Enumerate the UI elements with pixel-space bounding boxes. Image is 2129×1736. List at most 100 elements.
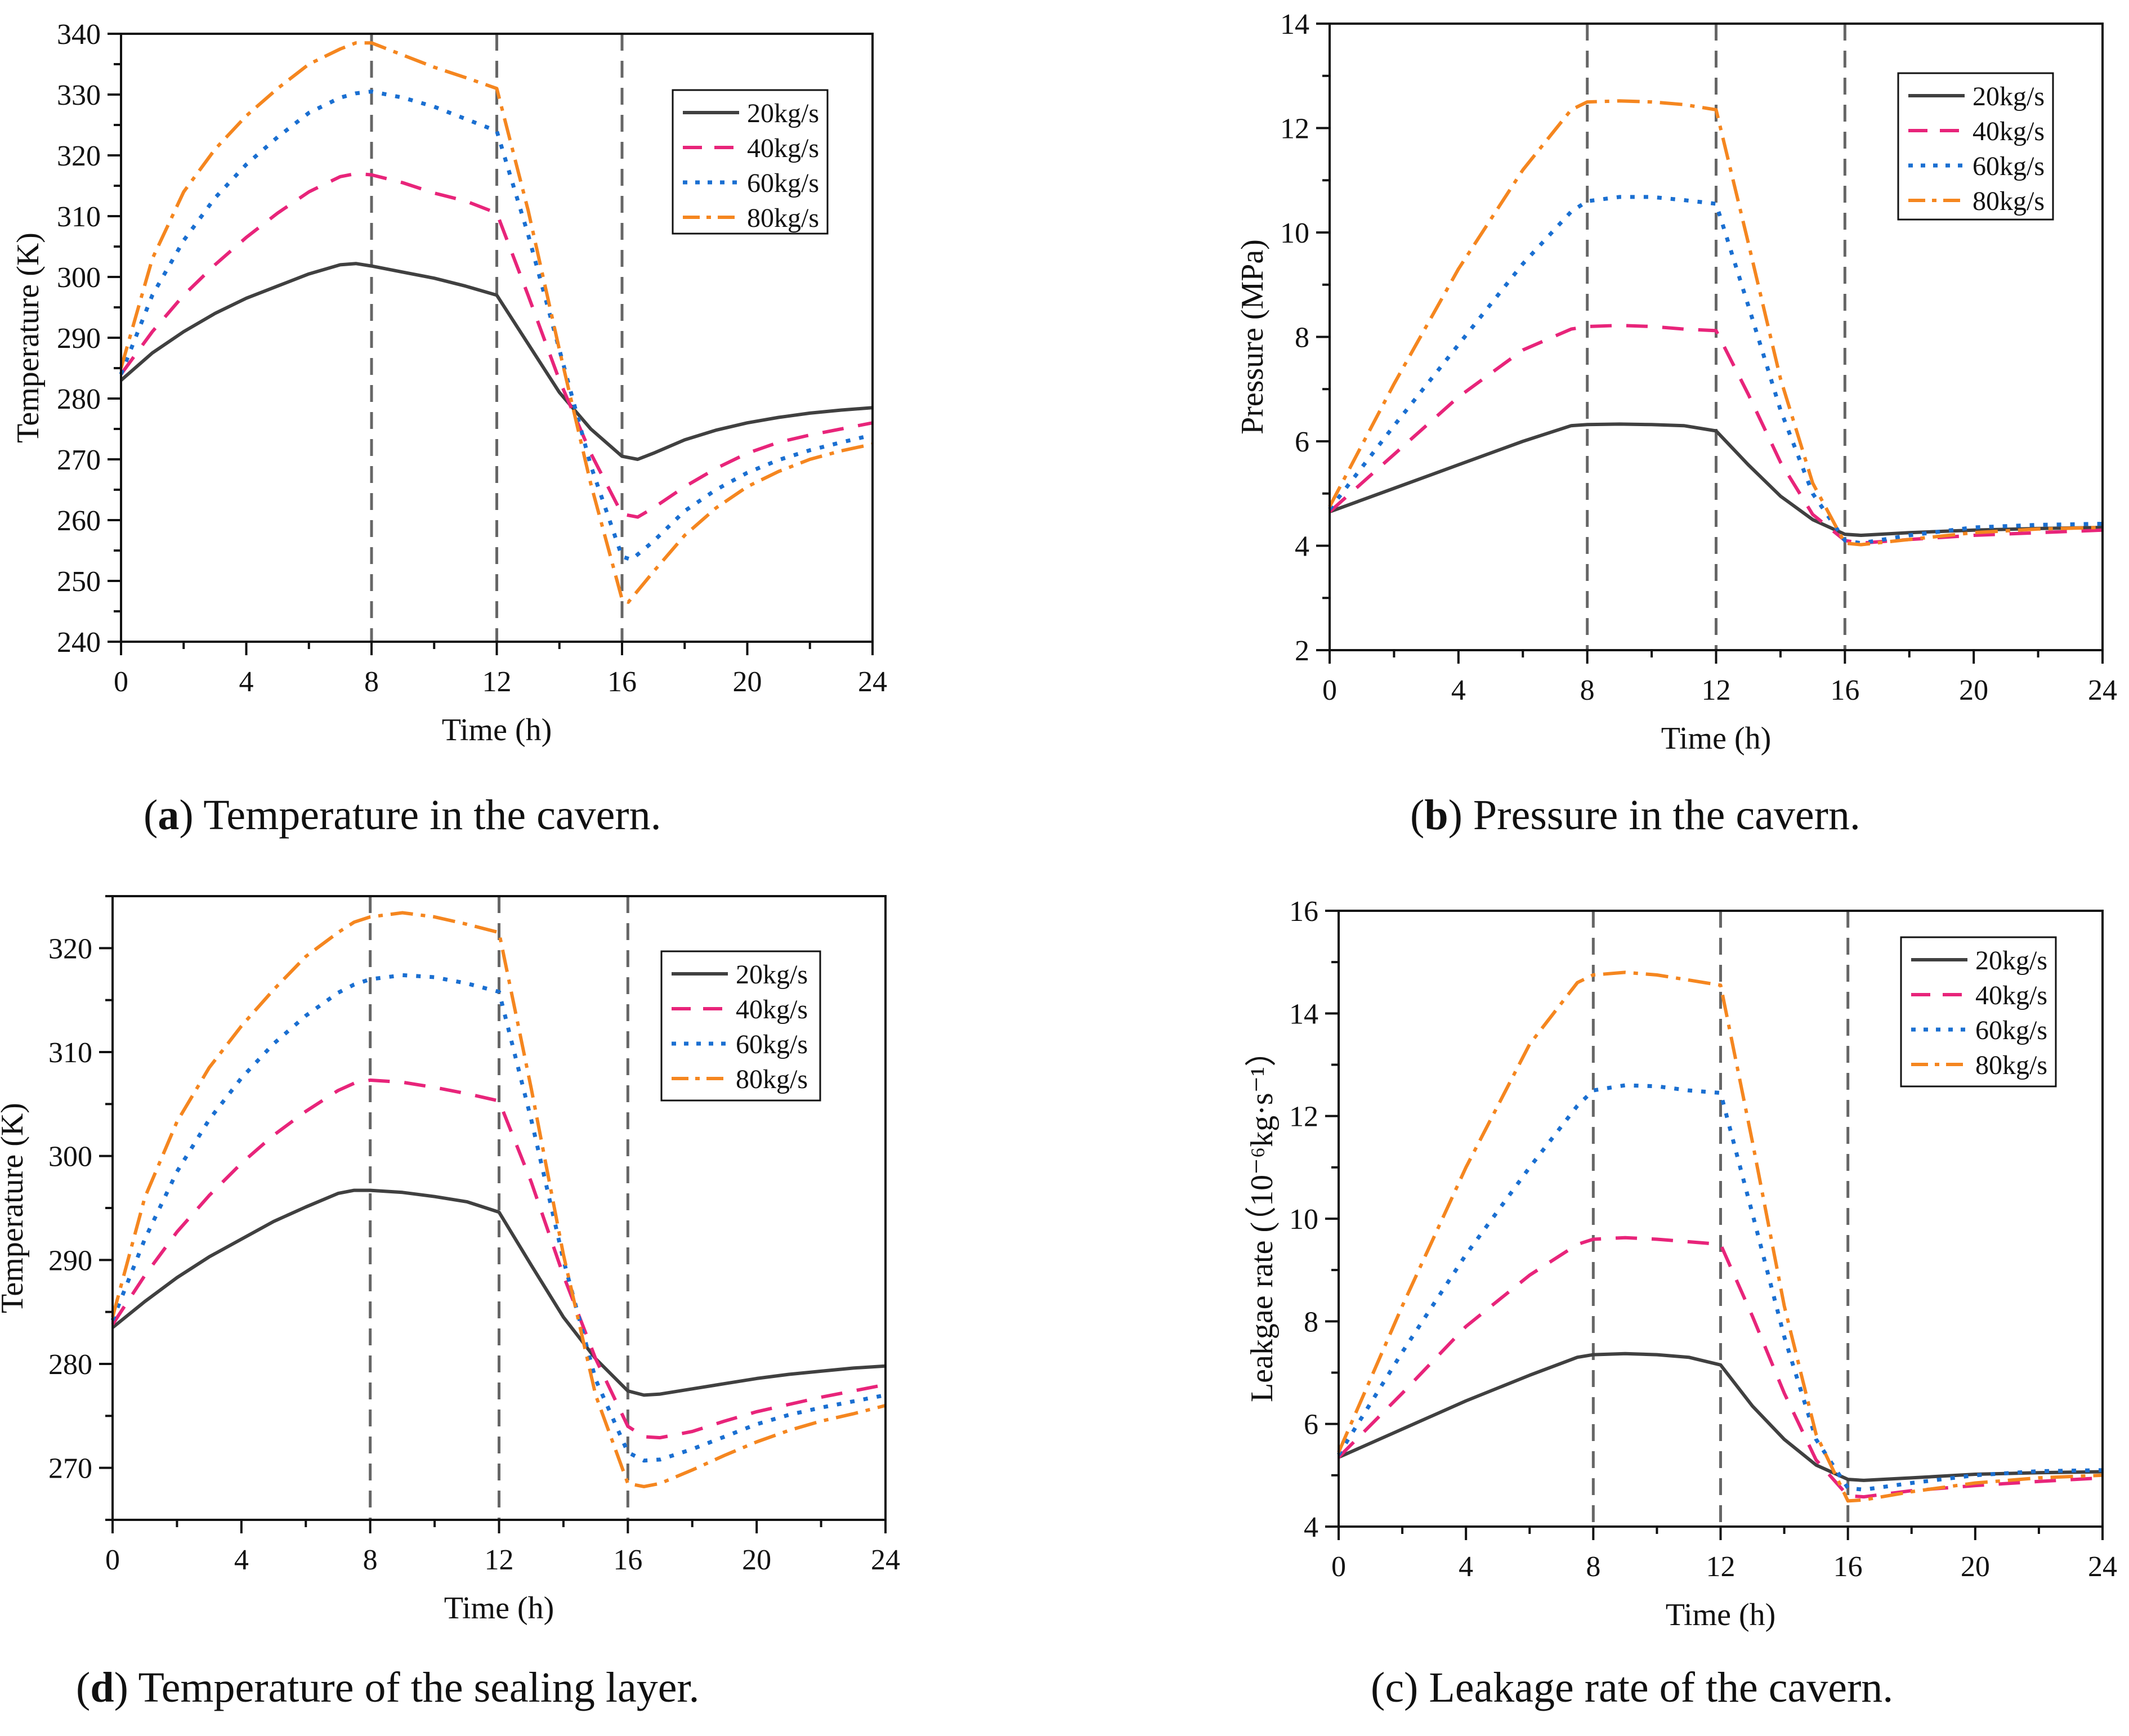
legend-box [1897,72,2054,221]
x-tick-label: 12 [1702,674,1731,706]
legend-label-60kg/s: 60kg/s [1975,1015,2047,1045]
x-tick-label: 12 [1706,1551,1736,1583]
panel-a: 0 4 8 12 16 20 24 240 250 260 270 280 290 300 310 320 33… [11,19,887,748]
y-axis-label: Pressure (MPa) [1235,239,1270,435]
caption-d-text: Temperature of the sealing layer. [138,1664,700,1711]
legend-label-40kg/s: 40kg/s [1973,117,2045,146]
y-tick-label: 4 [1304,1511,1318,1543]
x-tick-label: 4 [239,666,254,698]
x-tick-label: 12 [482,666,512,698]
x-tick-label: 0 [114,666,128,698]
legend-label-20kg/s: 20kg/s [736,960,808,990]
legend: 20kg/s 40kg/s 60kg/s 80kg/s [660,950,821,1102]
x-axis-label: Time (h) [442,713,552,748]
legend-label-40kg/s: 40kg/s [747,133,819,163]
series-line-60kg/s [110,973,886,1463]
legend-label-80kg/s: 80kg/s [747,203,819,233]
x-axis-label: Time (h) [1666,1598,1776,1632]
legend-label-20kg/s: 20kg/s [1975,946,2047,976]
series-line-20kg/s [1338,1352,2103,1482]
panel-d: 0 4 8 12 16 20 24 270 280 290 300 310 320 Time (h) Tem… [0,895,900,1626]
y-tick-label: 12 [1280,113,1309,145]
x-tick-label: 24 [871,1544,900,1576]
x-tick-label: 4 [1459,1551,1473,1583]
y-tick-label: 6 [1304,1409,1318,1441]
legend-label-40kg/s: 40kg/s [736,995,808,1024]
y-tick-label: 340 [57,19,101,51]
caption-a: (a) Temperature in the cavern. [144,791,661,839]
x-tick-label: 8 [1586,1551,1600,1583]
y-tick-label: 290 [48,1245,92,1277]
y-axis-label: Temperature (K) [0,1103,30,1313]
y-tick-label: 260 [57,505,101,537]
y-tick-label: 14 [1289,998,1318,1030]
legend-label-60kg/s: 60kg/s [736,1030,808,1059]
y-tick-label: 300 [57,262,101,294]
x-tick-label: 24 [858,666,887,698]
x-tick-label: 0 [1322,674,1337,706]
legend-label-40kg/s: 40kg/s [1975,981,2047,1010]
x-tick-label: 20 [1959,674,1988,706]
caption-a-letter: a [158,791,180,839]
legend-label-20kg/s: 20kg/s [747,99,819,128]
y-tick-label: 280 [57,383,101,415]
caption-b: (b) Pressure in the cavern. [1410,791,1860,839]
y-tick-label: 10 [1289,1203,1318,1236]
series-line-60kg/s [119,90,873,562]
caption-d-letter: d [90,1664,114,1711]
y-axis-label: Temperature (K) [11,232,46,443]
x-axis-label: Time (h) [444,1591,554,1626]
y-tick-label: 14 [1280,8,1309,41]
legend-label-60kg/s: 60kg/s [747,168,819,198]
series-line-80kg/s [119,41,873,604]
y-tick-label: 320 [48,933,92,965]
y-tick-label: 290 [57,323,101,355]
y-tick-label: 310 [57,201,101,233]
caption-c-letter: c [1385,1664,1405,1711]
legend-label-60kg/s: 60kg/s [1973,151,2045,181]
y-tick-label: 2 [1295,635,1309,667]
x-tick-label: 12 [485,1544,514,1576]
x-tick-label: 0 [105,1544,120,1576]
x-tick-label: 20 [742,1544,771,1576]
x-tick-label: 8 [364,666,379,698]
series-line-60kg/s [1337,1083,2103,1492]
series-line-80kg/s [1337,970,2103,1503]
caption-c-text: Leakage rate of the cavern. [1429,1664,1894,1711]
x-axis-label: Time (h) [1661,721,1772,756]
y-tick-label: 250 [57,566,101,598]
legend-label-20kg/s: 20kg/s [1973,82,2045,111]
legend: 20kg/s 40kg/s 60kg/s 80kg/s [1897,72,2054,221]
y-axis-label: Leakgae rate (（10⁻⁶kg·s⁻¹） [1245,1035,1280,1402]
series-line-20kg/s [120,262,873,461]
y-tick-label: 10 [1280,217,1309,249]
caption-b-text: Pressure in the cavern. [1473,791,1860,839]
x-tick-label: 8 [363,1544,378,1576]
legend: 20kg/s 40kg/s 60kg/s 80kg/s [1900,936,2057,1088]
series-line-80kg/s [111,911,886,1488]
caption-d: (d) Temperature of the sealing layer. [76,1664,700,1711]
y-tick-label: 8 [1295,322,1309,354]
series-line-40kg/s [111,1078,886,1440]
x-tick-label: 4 [1451,674,1466,706]
y-tick-label: 4 [1295,531,1309,563]
y-tick-label: 300 [48,1141,92,1173]
legend-label-80kg/s: 80kg/s [736,1064,808,1094]
caption-b-letter: b [1424,791,1448,839]
series-line-60kg/s [1328,195,2103,545]
caption-c: (c) Leakage rate of the cavern. [1371,1664,1894,1711]
y-tick-label: 270 [48,1453,92,1485]
legend-label-80kg/s: 80kg/s [1973,186,2045,216]
y-tick-label: 240 [57,627,101,659]
y-tick-label: 12 [1289,1101,1318,1133]
caption-a-text: Temperature in the cavern. [203,791,661,839]
legend: 20kg/s 40kg/s 60kg/s 80kg/s [672,89,829,235]
y-tick-label: 330 [57,79,101,111]
series-line-20kg/s [1329,422,2103,537]
x-tick-label: 0 [1331,1551,1346,1583]
x-tick-label: 16 [1830,674,1859,706]
